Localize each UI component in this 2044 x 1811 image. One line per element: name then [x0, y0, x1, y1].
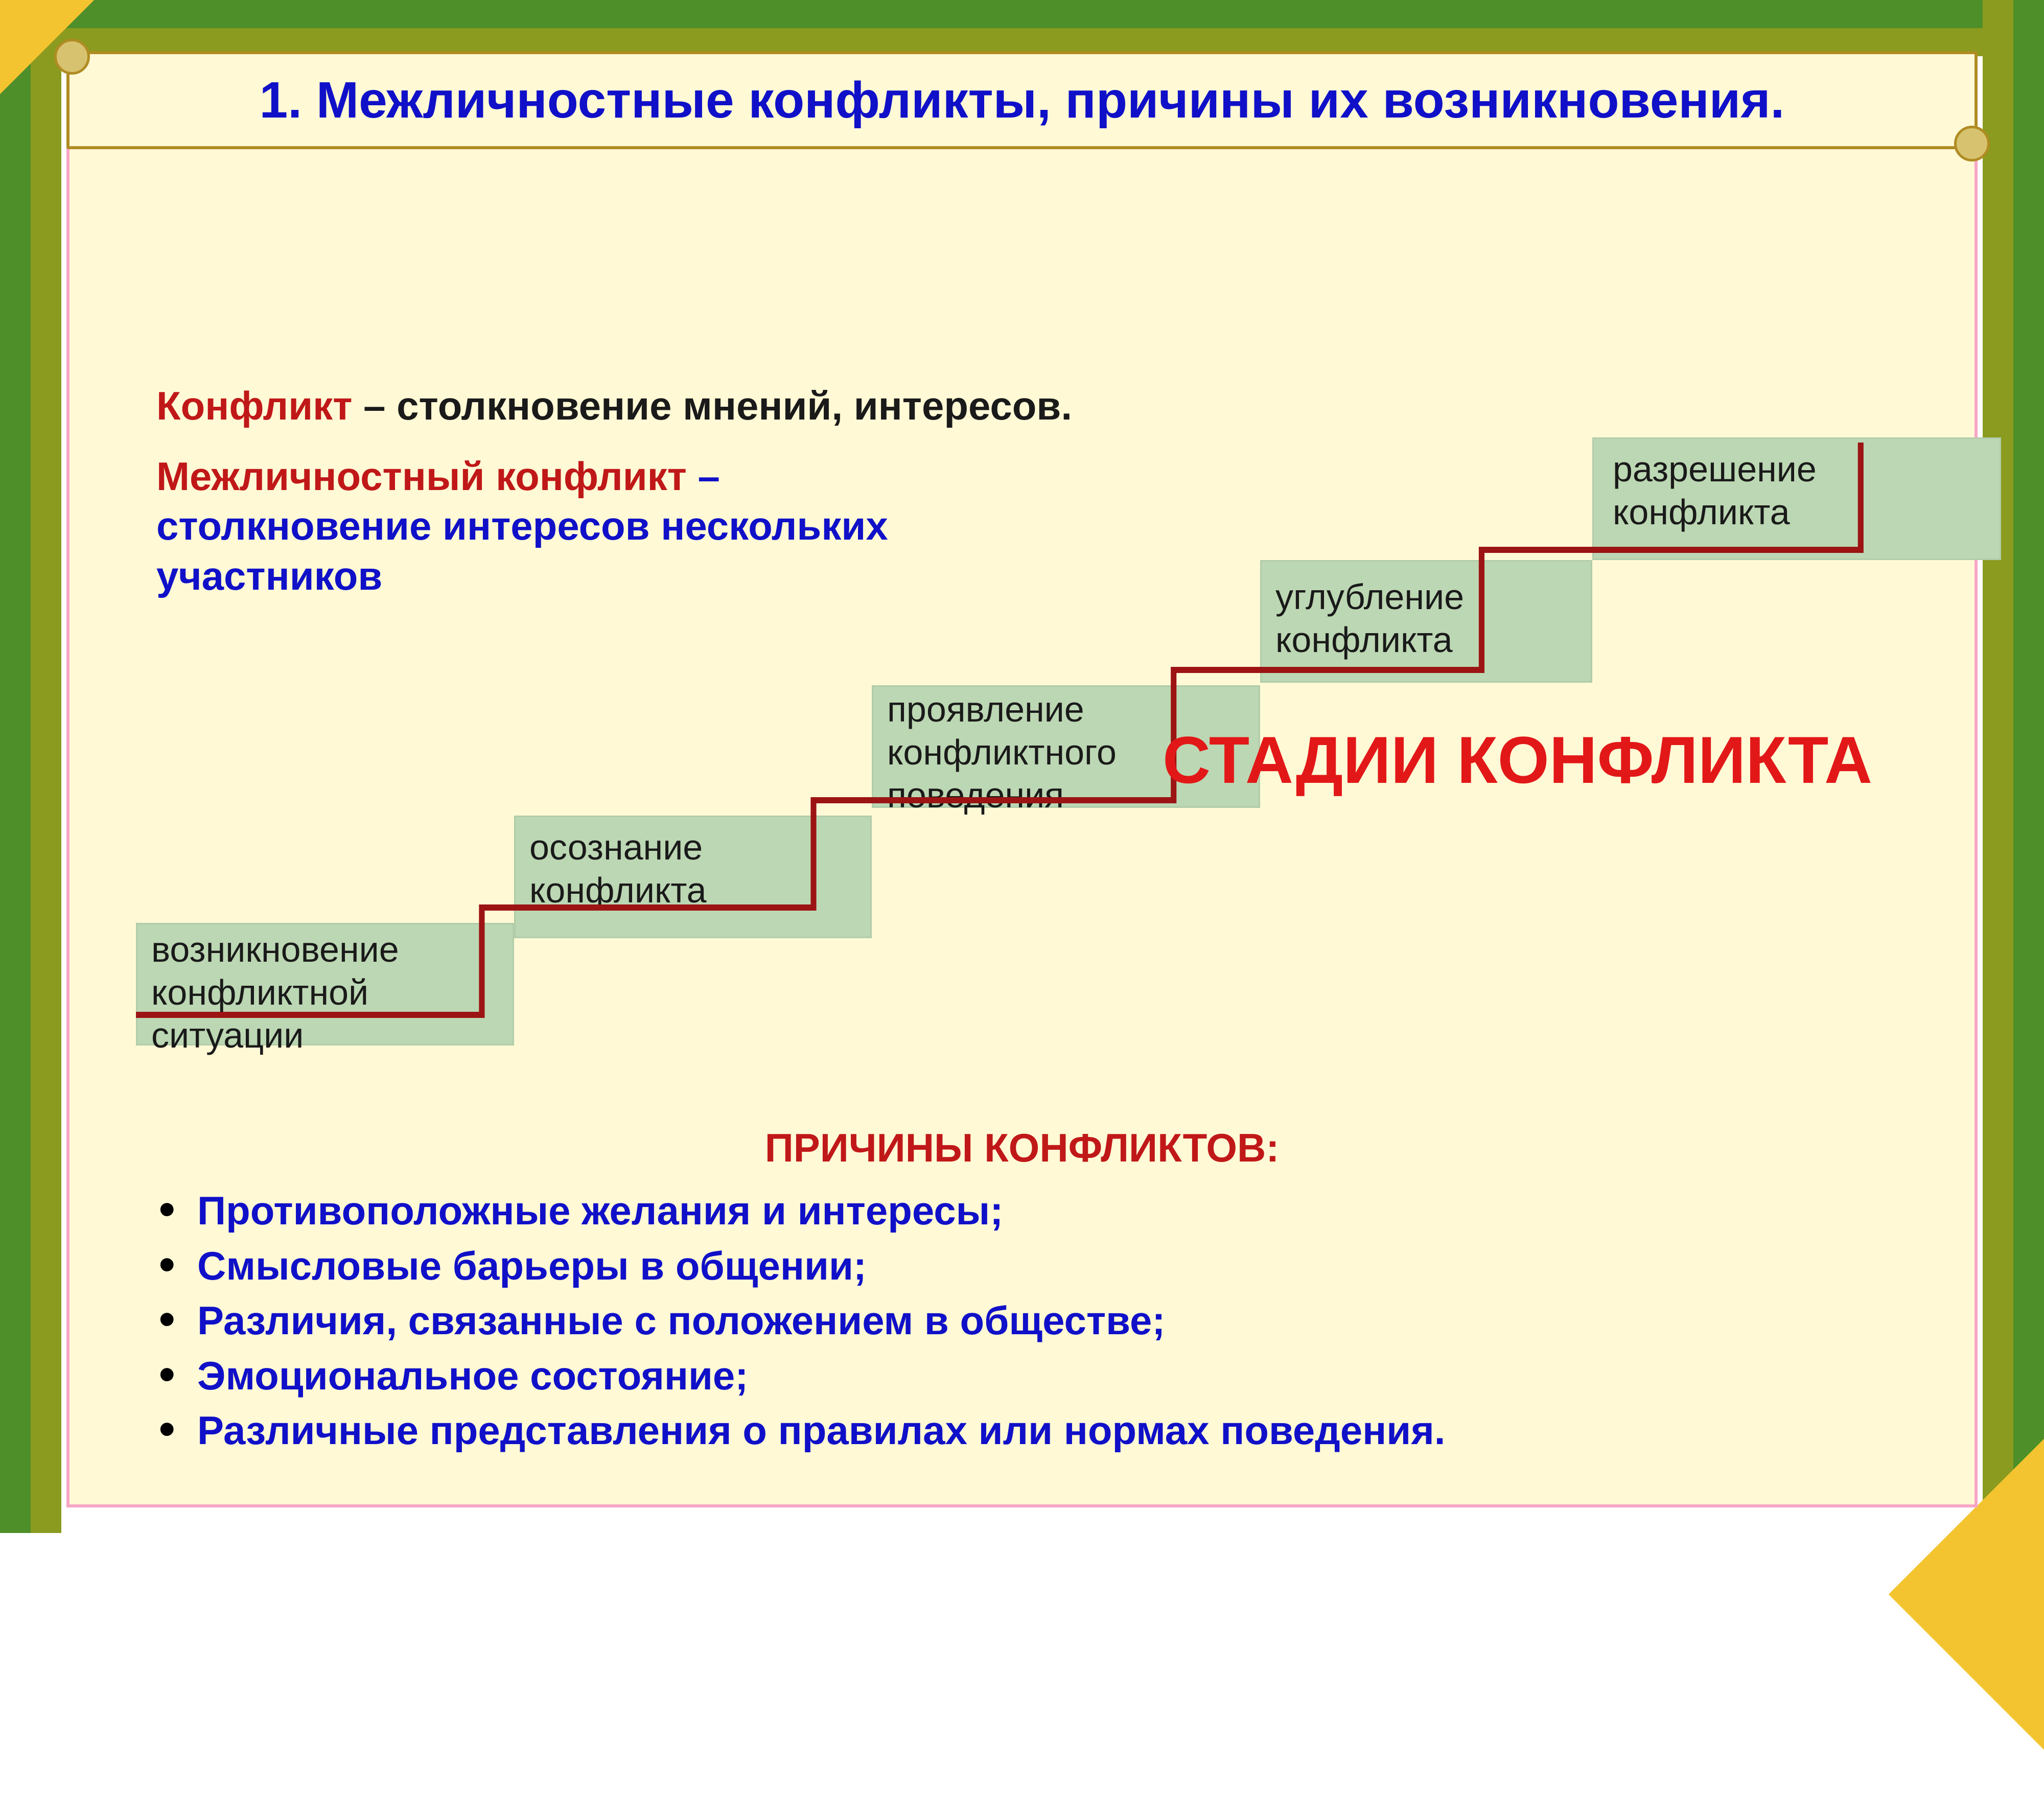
frame-band-right-green — [2013, 0, 2044, 1533]
causes-block: ПРИЧИНЫ КОНФЛИКТОВ: Противоположные жела… — [156, 1121, 1888, 1458]
causes-list: Противоположные желания и интересы; Смыс… — [156, 1183, 1888, 1458]
cause-item: Смысловые барьеры в общении; — [197, 1239, 1888, 1294]
slide-body: Конфликт – столкновение мнений, интересо… — [66, 61, 1978, 1507]
slide-title-box: 1. Межличностные конфликты, причины их в… — [66, 51, 1978, 149]
slide-title: 1. Межличностные конфликты, причины их в… — [110, 69, 1934, 131]
cause-item: Противоположные желания и интересы; — [197, 1183, 1888, 1239]
frame-band-left-green — [0, 0, 31, 1533]
definition-conflict-text: – столкновение мнений, интересов. — [352, 383, 1072, 428]
scroll-knob-icon — [54, 39, 90, 75]
frame-band-top-green — [0, 0, 2044, 28]
definition-interpersonal-term: Межличностный конфликт — [156, 454, 687, 499]
definition-conflict: Конфликт – столкновение мнений, интересо… — [156, 381, 1888, 431]
cause-item: Эмоциональное состояние; — [197, 1349, 1888, 1404]
definitions-block: Конфликт – столкновение мнений, интересо… — [156, 381, 1888, 601]
stages-heading-text: СТАДИИ КОНФЛИКТА — [1163, 723, 1872, 797]
cause-item: Различия, связанные с положением в общес… — [197, 1293, 1888, 1349]
scroll-knob-icon — [1954, 126, 1990, 161]
definition-conflict-term: Конфликт — [156, 383, 352, 428]
stages-heading: СТАДИИ КОНФЛИКТА — [1163, 718, 1872, 802]
cause-item: Различные представления о правилах или н… — [197, 1403, 1888, 1458]
causes-title: ПРИЧИНЫ КОНФЛИКТОВ: — [156, 1121, 1888, 1176]
definition-interpersonal: Межличностный конфликт – столкновение ин… — [156, 452, 897, 601]
